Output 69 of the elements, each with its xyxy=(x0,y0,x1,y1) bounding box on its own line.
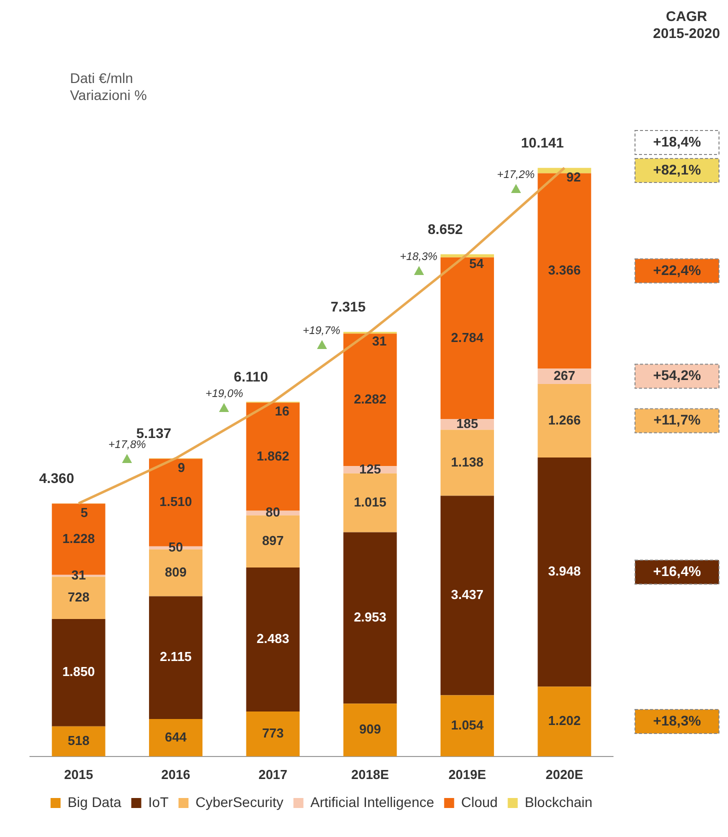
text: +18,3% xyxy=(653,712,702,728)
annotation: +18,3% xyxy=(400,251,438,264)
data-label: 1.228 xyxy=(62,530,95,546)
data-label: 16 xyxy=(274,403,290,418)
data-label: 8.652 xyxy=(428,221,463,238)
legend-label: Cloud xyxy=(461,794,498,810)
data-label: 1.202 xyxy=(548,713,581,728)
data-label: 2.282 xyxy=(354,391,386,406)
data-label: 7.315 xyxy=(330,298,366,315)
data-label: 809 xyxy=(164,564,187,580)
data-label: 2.784 xyxy=(450,330,484,345)
data-label: 31 xyxy=(372,333,387,348)
text: 2015-2020 xyxy=(653,25,720,41)
text: +11,7% xyxy=(653,412,702,428)
annotation: +19,7% xyxy=(302,324,341,337)
text: CAGR xyxy=(666,8,708,24)
x-tick-label: 2017 xyxy=(258,766,288,782)
data-label: 1.850 xyxy=(62,664,95,680)
data-label: 3.948 xyxy=(548,564,581,579)
text: +22,4% xyxy=(653,262,702,278)
data-label: 50 xyxy=(168,539,183,554)
data-label: 897 xyxy=(262,532,284,548)
text: +54,2% xyxy=(653,367,702,384)
annotation: +17,8% xyxy=(108,438,146,451)
data-label: 644 xyxy=(164,729,188,744)
text: +16,4% xyxy=(653,562,702,579)
legend-label: CyberSecurity xyxy=(196,794,284,810)
x-tick-label: 2019E xyxy=(448,766,486,782)
text: +82,1% xyxy=(653,161,702,178)
text: +18,4% xyxy=(653,133,702,150)
data-label: 92 xyxy=(566,169,581,184)
data-label: 6.110 xyxy=(234,368,268,385)
x-tick-label: 2020E xyxy=(546,766,584,782)
data-label: 1.266 xyxy=(548,412,581,428)
data-label: 3.437 xyxy=(450,587,484,602)
data-label: 518 xyxy=(68,732,90,748)
data-label: 31 xyxy=(71,567,86,582)
data-label: 5.137 xyxy=(136,425,172,442)
annotation: Variazioni % xyxy=(70,87,147,103)
data-label: 728 xyxy=(68,589,90,604)
data-label: 1.054 xyxy=(450,717,484,732)
data-label: 125 xyxy=(359,461,381,476)
data-label: 54 xyxy=(469,256,484,271)
legend-label: Artificial Intelligence xyxy=(310,794,434,810)
data-label: 2.953 xyxy=(354,610,386,625)
data-label: 4.360 xyxy=(39,470,74,486)
data-label: 1.015 xyxy=(354,494,386,510)
data-label: 2.115 xyxy=(160,649,192,664)
annotation: +17,2% xyxy=(497,169,535,182)
data-label: 3.366 xyxy=(548,262,581,278)
legend-label: Blockchain xyxy=(524,794,592,810)
data-label: 2.483 xyxy=(256,631,290,646)
data-label: 10.141 xyxy=(521,134,564,151)
data-label: 1.510 xyxy=(159,494,192,510)
data-label: 909 xyxy=(359,722,381,737)
x-tick-label: 2016 xyxy=(161,766,190,782)
legend-label: IoT xyxy=(148,794,169,810)
x-tick-label: 2015 xyxy=(64,766,94,782)
data-label: 9 xyxy=(178,460,185,475)
legend-label: Big Data xyxy=(68,794,122,810)
data-label: 185 xyxy=(456,416,478,431)
data-label: 1.862 xyxy=(256,448,290,464)
data-label: 1.138 xyxy=(450,454,484,470)
data-label: 5 xyxy=(80,504,88,520)
annotation: Dati €/mln xyxy=(70,70,134,86)
annotation: +19,0% xyxy=(206,388,244,400)
data-label: 267 xyxy=(554,368,576,383)
x-tick-label: 2018E xyxy=(351,766,390,782)
data-label: 773 xyxy=(262,726,284,741)
